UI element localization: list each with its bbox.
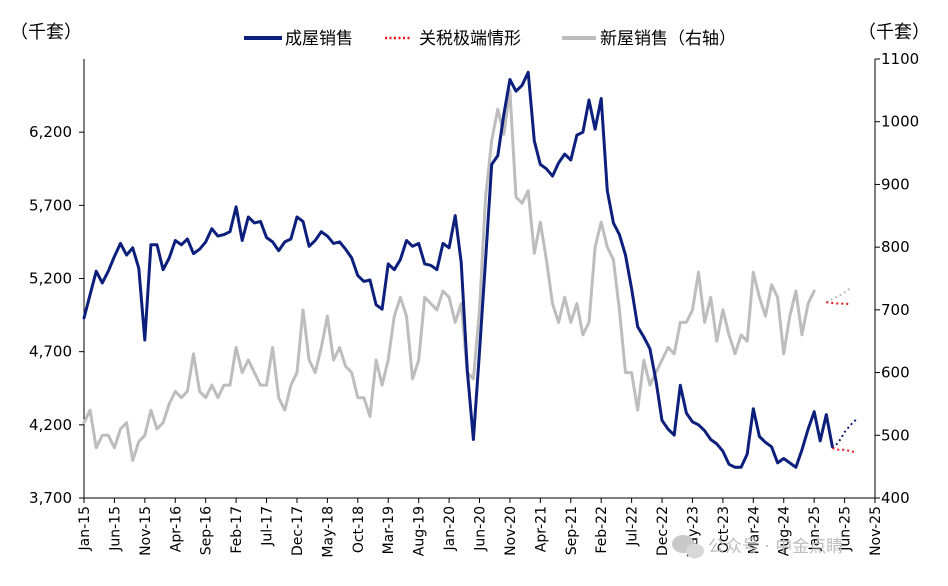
y-right-tick-label: 900 (881, 175, 910, 193)
series-tariff-scenario-new-upper (825, 287, 852, 304)
y-right-tick-label: 600 (881, 364, 910, 382)
x-tick-label: Jan-15 (77, 506, 93, 551)
watermark-text: 公众号 · 中金点睛 (708, 537, 843, 557)
x-ticks: Jan-15 Jun-15 Nov-15 Apr-16 Sep-16 Feb-17 Jul-… (77, 498, 884, 558)
x-tick-label: Dec-17 (290, 506, 306, 556)
y-right-tick-label: 1100 (881, 50, 919, 68)
x-tick-label: Jul-17 (260, 506, 276, 547)
x-tick-label: Apr-16 (168, 506, 184, 552)
y-right-tick-label: 800 (881, 238, 910, 256)
x-tick-label: Feb-17 (229, 506, 245, 554)
x-tick-label: Jan-20 (442, 506, 458, 551)
x-tick-label: Feb-22 (594, 506, 610, 554)
series-tariff-scenario-existing-lower (832, 447, 857, 454)
plot-area (82, 70, 858, 469)
y-right-tick-label: 1000 (881, 113, 919, 131)
x-tick-label: Jun-15 (107, 506, 123, 552)
y-left-tick-label: 3,700 (29, 489, 72, 507)
y-left-axis-title: （千套） (10, 22, 82, 43)
y-right-tick-label: 500 (881, 426, 910, 444)
wechat-icon (672, 535, 704, 559)
series-new-sales-line (82, 88, 816, 462)
y-right-tick-label: 400 (881, 489, 910, 507)
x-tick-label: Aug-24 (777, 506, 793, 556)
y-left-tick-label: 4,200 (29, 416, 72, 434)
legend-label-tariff: 关税极端情形 (419, 29, 521, 49)
y-right-axis-title: （千套） (858, 22, 930, 43)
series-existing-sales-line (82, 70, 834, 469)
series-tariff-scenario-new-lower (826, 301, 851, 306)
legend-label-existing-sales: 成屋销售 (285, 29, 353, 49)
y-left-ticks: 3,700 4,200 4,700 5,200 5,700 6,200 (29, 123, 84, 507)
y-left-tick-label: 5,200 (29, 270, 72, 288)
x-tick-label: Sep-16 (199, 506, 215, 555)
watermark: 公众号 · 中金点睛 (672, 535, 843, 559)
y-left-tick-label: 4,700 (29, 343, 72, 361)
legend: 成屋销售 关税极端情形 新屋销售（右轴） (244, 29, 736, 49)
x-tick-label: Nov-25 (868, 506, 884, 556)
x-tick-label: Jun-25 (838, 506, 854, 552)
x-tick-label: May-18 (320, 506, 336, 558)
x-tick-label: Dec-22 (655, 506, 671, 556)
x-tick-label: Sep-21 (564, 506, 580, 555)
x-tick-label: Aug-19 (412, 506, 428, 556)
y-right-tick-label: 700 (881, 301, 910, 319)
y-left-tick-label: 6,200 (29, 123, 72, 141)
x-tick-label: Jun-20 (473, 506, 489, 552)
y-left-tick-label: 5,700 (29, 196, 72, 214)
x-tick-label: Jan-25 (807, 506, 823, 551)
x-tick-label: Apr-21 (533, 506, 549, 552)
x-tick-label: Nov-15 (138, 506, 154, 556)
x-tick-label: Oct-23 (716, 506, 732, 553)
y-right-ticks: 400 500 600 700 800 900 1000 1100 (875, 50, 919, 507)
legend-label-new-sales: 新屋销售（右轴） (600, 29, 736, 49)
x-tick-label: Mar-19 (381, 506, 397, 554)
x-tick-label: Jul-22 (625, 506, 641, 547)
x-tick-label: Nov-20 (503, 506, 519, 556)
x-tick-label: Mar-24 (746, 506, 762, 554)
series-tariff-scenario-existing-upper (831, 418, 858, 449)
x-tick-label: Oct-18 (351, 506, 367, 553)
